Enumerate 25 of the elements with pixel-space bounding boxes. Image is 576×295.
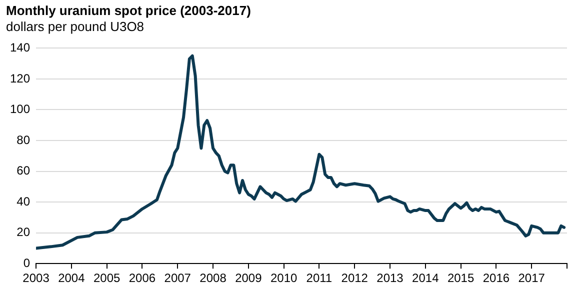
y-tick-label: 80 xyxy=(16,132,30,147)
y-tick-label: 140 xyxy=(10,40,30,55)
y-tick-label: 120 xyxy=(10,71,30,86)
x-tick-label: 2003 xyxy=(22,271,50,286)
y-tick-label: 0 xyxy=(23,256,30,270)
x-tick-label: 2013 xyxy=(376,271,404,286)
x-tick-label: 2005 xyxy=(93,271,120,286)
x-tick-label: 2006 xyxy=(128,271,156,286)
x-tick-label: 2017 xyxy=(518,271,546,286)
x-tick-label: 2012 xyxy=(341,271,368,286)
y-tick-label: 60 xyxy=(16,164,30,178)
x-tick-label: 2011 xyxy=(306,271,332,286)
x-tick-label: 2014 xyxy=(412,271,440,286)
chart-title: Monthly uranium spot price (2003-2017) xyxy=(6,3,251,18)
y-tick-label: 40 xyxy=(16,194,30,208)
x-tick-label: 2007 xyxy=(164,271,192,286)
x-tick-label: 2009 xyxy=(235,271,262,286)
x-tick-label: 2004 xyxy=(58,271,86,286)
y-tick-label: 100 xyxy=(10,102,30,116)
x-tick-label: 2008 xyxy=(200,271,227,286)
x-tick-label: 2010 xyxy=(270,271,298,286)
y-tick-label: 20 xyxy=(16,225,30,240)
x-tick-label: 2015 xyxy=(447,271,474,286)
x-tick-label: 2016 xyxy=(482,271,510,286)
chart-subtitle: dollars per pound U3O8 xyxy=(6,19,144,34)
